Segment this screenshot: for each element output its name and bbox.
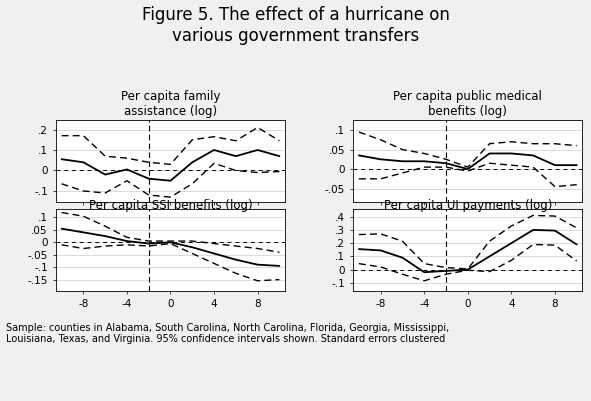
Text: Per capita family
assistance (log): Per capita family assistance (log) — [121, 90, 220, 118]
Text: Per capita SSI benefits (log): Per capita SSI benefits (log) — [89, 199, 252, 212]
Text: Per capita UI payments (log): Per capita UI payments (log) — [384, 199, 552, 212]
Text: Sample: counties in Alabama, South Carolina, North Carolina, Florida, Georgia, M: Sample: counties in Alabama, South Carol… — [6, 323, 449, 344]
Text: Per capita public medical
benefits (log): Per capita public medical benefits (log) — [394, 90, 542, 118]
Text: Figure 5. The effect of a hurricane on
various government transfers: Figure 5. The effect of a hurricane on v… — [142, 6, 449, 45]
